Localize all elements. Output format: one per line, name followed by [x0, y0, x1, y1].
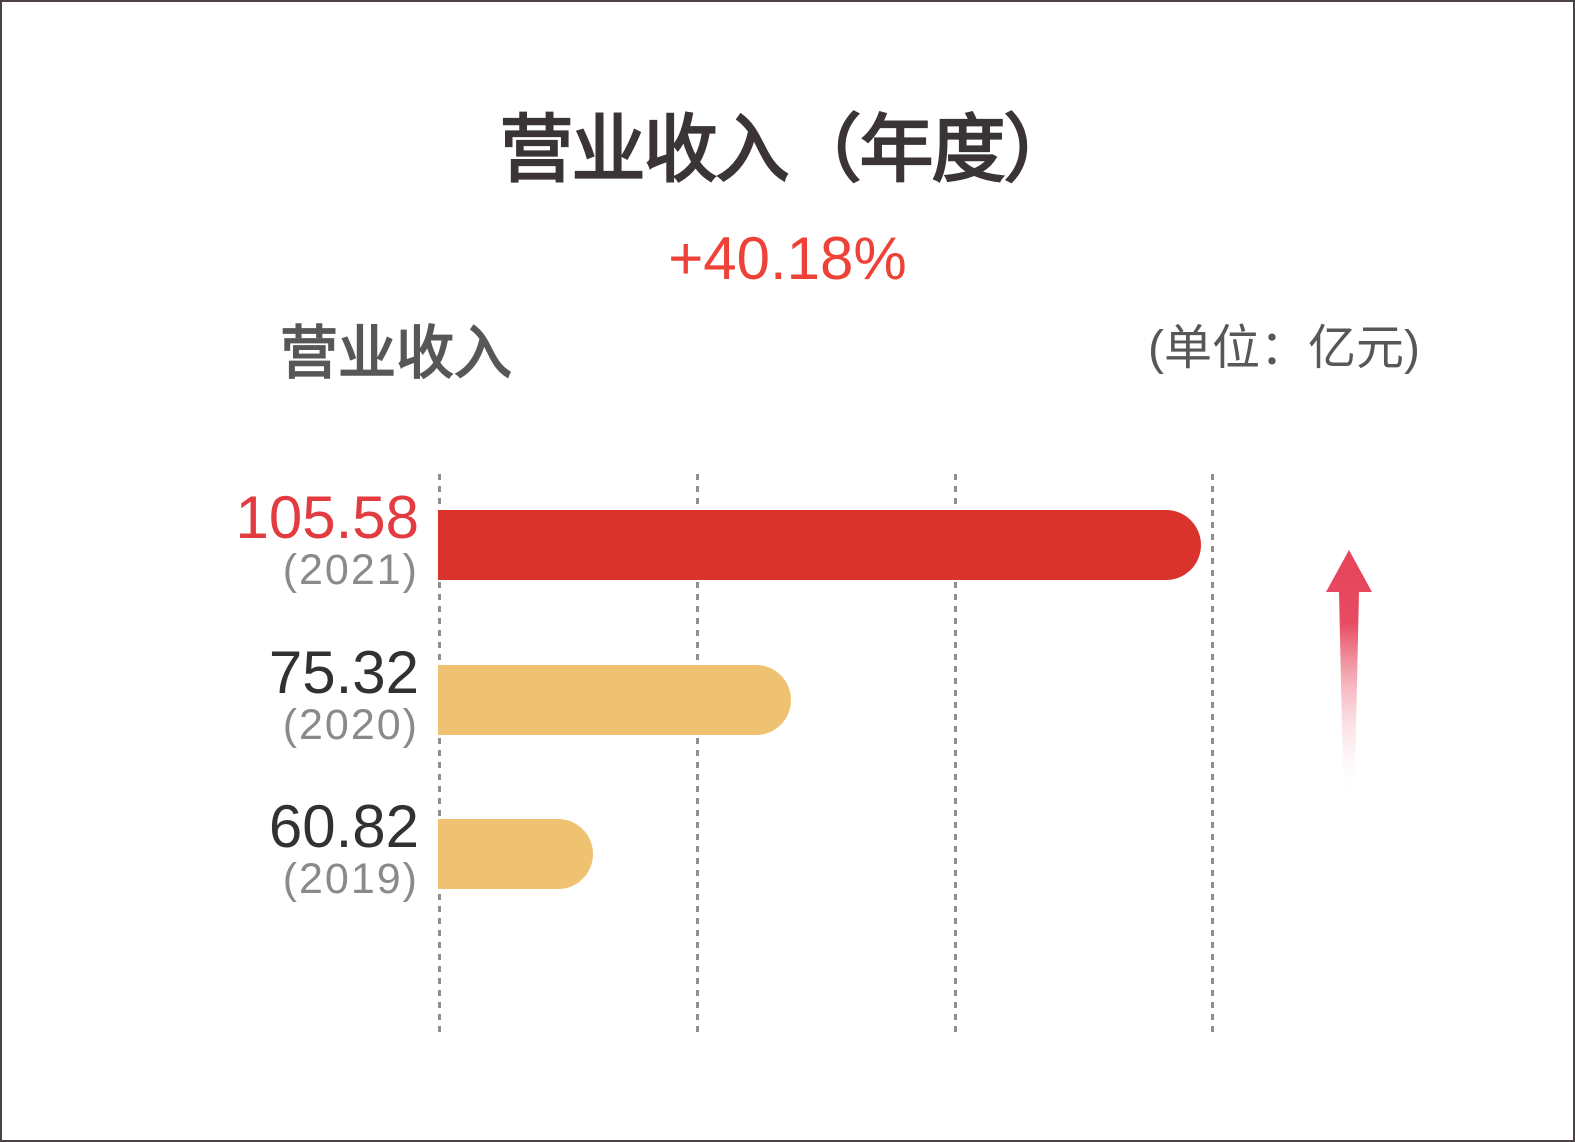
gridline-3 — [954, 474, 957, 1034]
value-label-2019: 60.82 — [268, 793, 419, 860]
year-label-2020: (2020) — [282, 701, 419, 749]
bar-2020 — [438, 665, 791, 735]
unit-label: (单位：亿元) — [1148, 322, 1420, 375]
bar-2021 — [438, 510, 1201, 580]
value-label-2020: 75.32 — [268, 639, 419, 706]
growth-percentage-label: +40.18% — [668, 225, 907, 292]
bar-chart — [438, 474, 1214, 1034]
chart-title: 营业收入（年度） — [499, 108, 1078, 191]
year-label-2021: (2021) — [282, 546, 419, 594]
gridline-2 — [696, 474, 699, 1034]
value-label-2021: 105.58 — [235, 484, 419, 551]
series-label: 营业收入 — [280, 321, 513, 386]
bar-2019 — [438, 819, 593, 889]
up-arrow-icon — [1326, 550, 1372, 796]
year-label-2019: (2019) — [282, 855, 419, 903]
gridline-1 — [438, 474, 441, 1034]
row-labels-column: 105.58 (2021) 75.32 (2020) 60.82 (2019) — [2, 2, 419, 1140]
gridline-4 — [1211, 474, 1214, 1034]
